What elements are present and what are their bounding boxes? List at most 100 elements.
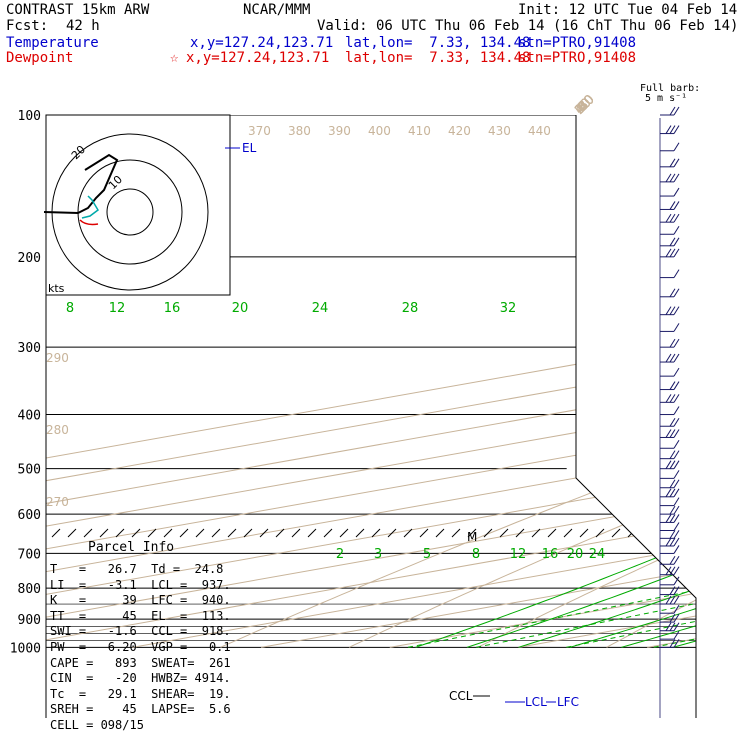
wind-barb [660,622,680,632]
wind-barb-flag [673,201,680,210]
wind-barb-flag [673,450,680,459]
wind-barb-flag [665,429,672,438]
isotherm-line [46,115,696,648]
freezing-hatch-mark [483,528,493,538]
wind-barb-flag [673,604,680,614]
wind-barb [660,566,680,576]
parcel-info-row: SREH = 45 LAPSE= 5.6 [50,702,231,717]
wind-barb [660,537,680,547]
freezing-hatch-mark [435,528,445,538]
wind-barb-flag [669,639,676,648]
wind-barb-flag [665,595,672,605]
wind-barb [660,497,680,507]
wind-barb [660,479,680,489]
wind-barb-flag [665,622,672,632]
freezing-hatch-mark [195,528,205,538]
barb-legend-title: Full barb: [640,83,701,94]
freezing-hatch-mark [499,528,509,538]
wind-barb-flag [673,237,680,247]
freezing-hatch-mark [339,528,349,538]
theta-label: 400 [368,124,391,138]
freezing-hatch-mark [211,528,221,538]
wind-barb-flag [673,586,680,595]
wind-barb-flag [665,306,672,315]
wind-barb-flag [673,394,680,403]
theta-e-label: 8 [66,301,74,316]
wind-barb-flag [673,479,680,489]
theta-e-label: 16 [164,301,181,316]
wind-barb [660,187,680,197]
freezing-hatch-mark [275,528,285,538]
parcel-info-title: Parcel Info [88,540,175,555]
moist-adiabat-line [621,115,696,648]
dry-adiabat-line [735,115,740,647]
wind-barb-flag [669,125,676,134]
wind-barb-flag [669,460,676,469]
theta-e-label: 24 [312,301,329,316]
mixing-ratio-line [407,468,696,648]
wind-barb [660,173,680,183]
hodograph-units-label: kts [48,282,65,295]
wind-barb-flag [669,213,676,223]
wind-barb-flag [673,522,680,531]
isotherm-line [46,115,696,648]
freezing-hatch-mark [83,528,93,538]
wind-barb-flag [673,417,680,427]
wind-barb-flag [673,158,680,168]
freezing-hatch-mark [403,528,413,538]
moist-adiabat-line [672,115,696,648]
pressure-tick-label: 500 [18,463,41,478]
wind-barb-flag [673,323,680,332]
wind-barb [660,595,680,605]
parcel-info-row: Tc = 29.1 SHEAR= 19. [50,686,231,701]
wind-barb-flag [669,173,676,183]
wind-barb [660,394,680,403]
wind-barb-flag [673,488,680,498]
wind-barb-flag [673,306,680,315]
isotherm-line [518,115,696,648]
ccl-label: CCL [449,689,473,703]
forecast-hour: 42 h [66,18,100,34]
wind-barb [660,381,680,391]
wind-barb-flag [669,106,676,116]
moist-adiabat-line [569,115,696,648]
wind-barb-flag [669,595,676,605]
wind-barb-flag [673,460,680,469]
wind-barb-flag [669,537,676,547]
wind-barb [660,225,680,235]
freezing-hatch-mark [387,528,397,538]
dry-adiabat-line [348,115,696,648]
wind-barb-flag [669,353,676,363]
wind-barb-flag [673,545,680,554]
mixing-ratio-label: 12 [510,547,527,562]
freezing-hatch-mark [291,528,301,538]
temperature-legend-label: Temperature [6,35,99,51]
wind-barb-flag [673,576,680,586]
wind-barb-flag [669,613,676,623]
wind-barb [660,269,680,279]
parcel-info-row: SWI = -1.6 CCL = 918. [50,624,231,639]
isotherm-line [647,115,696,648]
wind-barb [660,450,680,460]
wind-barb [660,522,680,531]
parcel-info-row: PW = 6.20 VGP = 0.1 [50,640,231,654]
wind-barb-flag [669,586,676,595]
wind-barb-flag [673,613,680,623]
parcel-info-row: T = 26.7 Td = 24.8 [50,562,224,576]
hodograph-trace-line [43,153,119,215]
pressure-tick-label: 300 [18,341,41,356]
wind-barb [660,288,680,298]
pressure-tick-label: 200 [18,251,41,266]
mixing-ratio-line [733,469,740,648]
wind-barb [660,576,680,586]
wind-barb-flag [665,488,672,498]
wind-barb [660,417,680,427]
lcl-label: LCL [525,695,547,709]
pressure-tick-label: 900 [18,613,41,628]
theta-e-label: 12 [109,301,126,316]
wind-barb-flag [665,173,672,183]
freezing-hatch-mark [147,528,157,538]
wind-barb [660,106,680,116]
wind-barb [660,613,680,623]
wind-barb-flag [673,381,680,390]
